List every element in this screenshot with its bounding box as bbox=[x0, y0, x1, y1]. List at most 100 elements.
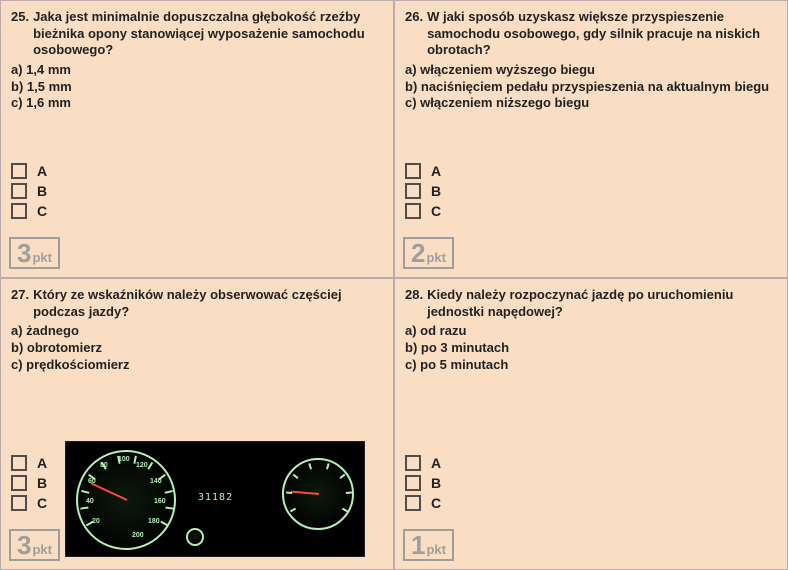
answer-options: a) 1,4 mm b) 1,5 mm c) 1,6 mm bbox=[11, 62, 383, 112]
option-c-text: włączeniem niższego biegu bbox=[420, 95, 589, 110]
question-28: 28. Kiedy należy rozpoczynać jazdę po ur… bbox=[394, 278, 788, 570]
points-unit: pkt bbox=[426, 250, 446, 265]
option-a: a) żadnego bbox=[11, 323, 383, 340]
option-b-text: obrotomierz bbox=[27, 340, 102, 355]
speed-label: 200 bbox=[132, 532, 144, 539]
points-badge: 1pkt bbox=[403, 529, 454, 561]
option-c-text: po 5 minutach bbox=[420, 357, 508, 372]
checkbox-label-a: A bbox=[37, 163, 47, 179]
tachometer-needle bbox=[291, 491, 319, 495]
points-number: 3 bbox=[17, 240, 31, 266]
checkbox-row-c: C bbox=[11, 203, 47, 219]
checkbox-row-c: C bbox=[405, 203, 441, 219]
checkbox-group: A B C bbox=[11, 163, 47, 219]
option-b: b) naciśnięciem pedału przyspieszenia na… bbox=[405, 79, 777, 96]
question-26: 26. W jaki sposób uzyskasz większe przys… bbox=[394, 0, 788, 278]
checkbox-row-b: B bbox=[11, 183, 47, 199]
option-b: b) 1,5 mm bbox=[11, 79, 383, 96]
option-a-text: od razu bbox=[420, 323, 466, 338]
question-27: 27. Który ze wskaźników należy obserwowa… bbox=[0, 278, 394, 570]
checkbox-c[interactable] bbox=[405, 203, 421, 219]
checkbox-b[interactable] bbox=[405, 475, 421, 491]
dashboard-image: 31182 20 40 60 80 100 120 140 160 180 20… bbox=[65, 441, 365, 557]
question-number: 26. bbox=[405, 9, 423, 59]
option-a-text: 1,4 mm bbox=[26, 62, 71, 77]
speed-label: 140 bbox=[150, 478, 162, 485]
question-grid: 25. Jaka jest minimalnie dopuszczalna gł… bbox=[0, 0, 788, 570]
points-unit: pkt bbox=[426, 542, 446, 557]
option-b: b) obrotomierz bbox=[11, 340, 383, 357]
speed-label: 60 bbox=[88, 478, 96, 485]
checkbox-label-c: C bbox=[37, 203, 47, 219]
question-text: 25. Jaka jest minimalnie dopuszczalna gł… bbox=[11, 9, 383, 59]
points-unit: pkt bbox=[32, 542, 52, 557]
checkbox-label-c: C bbox=[37, 495, 47, 511]
checkbox-row-a: A bbox=[11, 455, 47, 471]
checkbox-row-b: B bbox=[11, 475, 47, 491]
answer-options: a) włączeniem wyższego biegu b) naciśnię… bbox=[405, 62, 777, 112]
speed-label: 180 bbox=[148, 518, 160, 525]
small-gauge bbox=[186, 528, 204, 546]
option-a-text: włączeniem wyższego biegu bbox=[420, 62, 595, 77]
checkbox-group: A B C bbox=[405, 163, 441, 219]
question-body: Kiedy należy rozpoczynać jazdę po urucho… bbox=[427, 287, 777, 320]
points-number: 1 bbox=[411, 532, 425, 558]
checkbox-c[interactable] bbox=[405, 495, 421, 511]
checkbox-row-b: B bbox=[405, 475, 441, 491]
speed-label: 80 bbox=[100, 462, 108, 469]
checkbox-label-c: C bbox=[431, 203, 441, 219]
checkbox-a[interactable] bbox=[405, 163, 421, 179]
checkbox-row-b: B bbox=[405, 183, 441, 199]
checkbox-a[interactable] bbox=[405, 455, 421, 471]
checkbox-a[interactable] bbox=[11, 163, 27, 179]
option-c: c) 1,6 mm bbox=[11, 95, 383, 112]
question-body: W jaki sposób uzyskasz większe przyspies… bbox=[427, 9, 777, 59]
checkbox-label-a: A bbox=[37, 455, 47, 471]
answer-options: a) od razu b) po 3 minutach c) po 5 minu… bbox=[405, 323, 777, 373]
checkbox-label-b: B bbox=[431, 183, 441, 199]
points-badge: 3pkt bbox=[9, 529, 60, 561]
question-number: 25. bbox=[11, 9, 29, 59]
checkbox-b[interactable] bbox=[11, 183, 27, 199]
odometer-display: 31182 bbox=[198, 492, 233, 503]
speed-label: 160 bbox=[154, 498, 166, 505]
option-c: c) po 5 minutach bbox=[405, 357, 777, 374]
checkbox-b[interactable] bbox=[405, 183, 421, 199]
speed-label: 20 bbox=[92, 518, 100, 525]
checkbox-row-c: C bbox=[11, 495, 47, 511]
answer-options: a) żadnego b) obrotomierz c) prędkościom… bbox=[11, 323, 383, 373]
option-b-text: 1,5 mm bbox=[27, 79, 72, 94]
option-c-text: 1,6 mm bbox=[26, 95, 71, 110]
option-a: a) 1,4 mm bbox=[11, 62, 383, 79]
speed-label: 100 bbox=[118, 456, 130, 463]
checkbox-row-a: A bbox=[405, 455, 441, 471]
question-body: Który ze wskaźników należy obserwować cz… bbox=[33, 287, 383, 320]
checkbox-label-a: A bbox=[431, 163, 441, 179]
option-c: c) włączeniem niższego biegu bbox=[405, 95, 777, 112]
checkbox-label-b: B bbox=[37, 183, 47, 199]
points-unit: pkt bbox=[32, 250, 52, 265]
question-number: 28. bbox=[405, 287, 423, 320]
checkbox-row-c: C bbox=[405, 495, 441, 511]
checkbox-label-b: B bbox=[37, 475, 47, 491]
checkbox-row-a: A bbox=[405, 163, 441, 179]
checkbox-a[interactable] bbox=[11, 455, 27, 471]
option-a: a) włączeniem wyższego biegu bbox=[405, 62, 777, 79]
points-badge: 2pkt bbox=[403, 237, 454, 269]
option-c-text: prędkościomierz bbox=[26, 357, 129, 372]
points-badge: 3pkt bbox=[9, 237, 60, 269]
speed-label: 40 bbox=[86, 498, 94, 505]
checkbox-b[interactable] bbox=[11, 475, 27, 491]
checkbox-c[interactable] bbox=[11, 495, 27, 511]
checkbox-label-a: A bbox=[431, 455, 441, 471]
checkbox-label-b: B bbox=[431, 475, 441, 491]
question-body: Jaka jest minimalnie dopuszczalna głębok… bbox=[33, 9, 383, 59]
checkbox-label-c: C bbox=[431, 495, 441, 511]
option-c: c) prędkościomierz bbox=[11, 357, 383, 374]
speed-label: 120 bbox=[136, 462, 148, 469]
checkbox-row-a: A bbox=[11, 163, 47, 179]
checkbox-c[interactable] bbox=[11, 203, 27, 219]
option-a: a) od razu bbox=[405, 323, 777, 340]
tachometer-gauge bbox=[282, 458, 354, 530]
points-number: 3 bbox=[17, 532, 31, 558]
